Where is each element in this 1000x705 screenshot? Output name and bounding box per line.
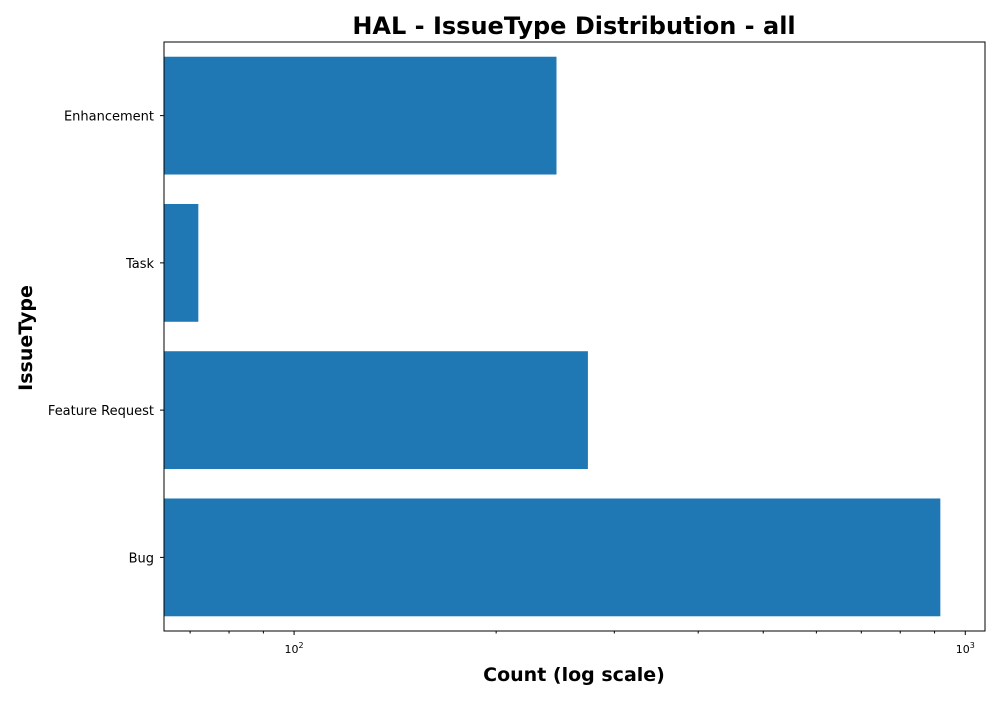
x-tick-label: 103	[956, 641, 975, 656]
x-axis-ticks: 102 103	[189, 631, 975, 656]
x-axis-label: Count (log scale)	[483, 664, 665, 686]
y-tick-label: Bug	[129, 551, 154, 566]
y-axis-label: IssueType	[15, 285, 37, 391]
bar-task	[164, 203, 199, 322]
plot-frame	[163, 41, 986, 632]
y-tick-label: Task	[125, 257, 155, 272]
bars-group	[164, 56, 941, 617]
bar-enhancement	[164, 56, 557, 175]
bar-feature-request	[164, 351, 588, 470]
y-tick-label: Enhancement	[64, 110, 154, 125]
y-tick-label: Feature Request	[48, 404, 154, 419]
chart-title: HAL - IssueType Distribution - all	[352, 12, 795, 40]
bar-bug	[164, 498, 941, 617]
x-tick-label: 102	[285, 641, 304, 656]
y-axis-ticks: Bug Feature Request Task Enhancement	[48, 110, 164, 566]
